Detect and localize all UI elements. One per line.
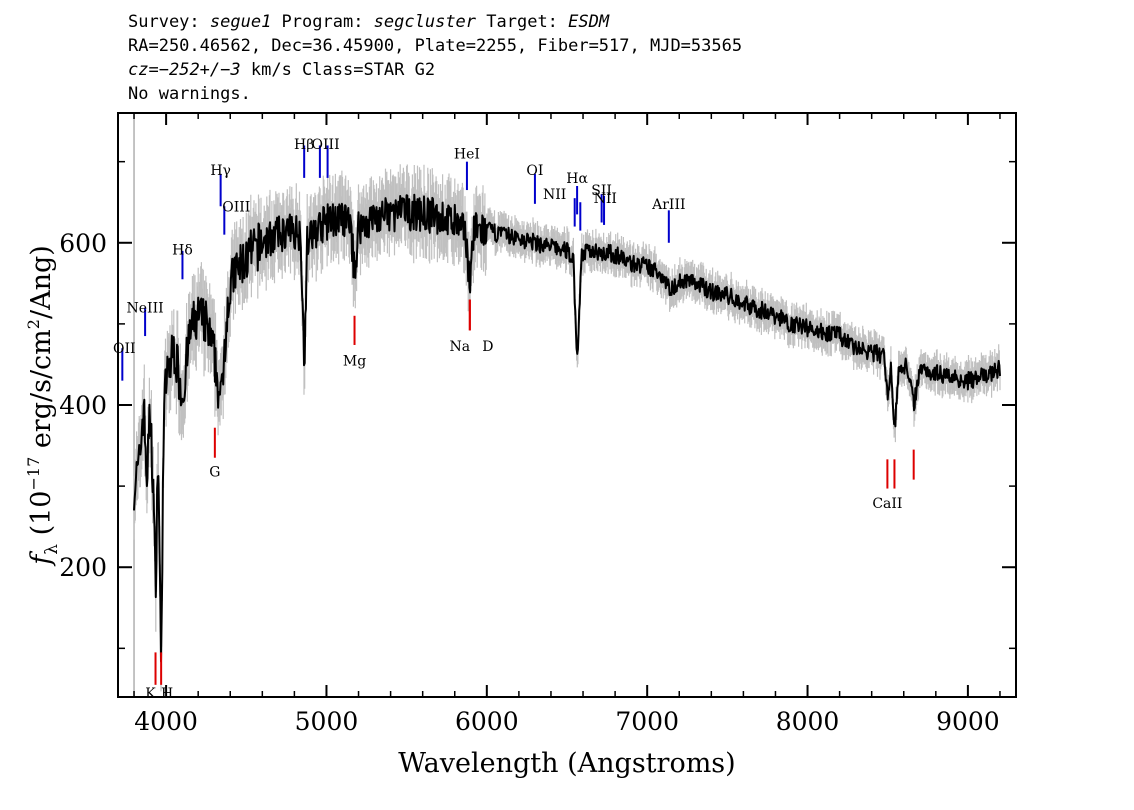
header-line-3: cz=−252+/−3 km/s Class=STAR G2 (128, 58, 742, 82)
emission-line-label: OIII (312, 137, 340, 153)
absorption-line-label: H (161, 686, 173, 702)
x-tick-label: 4000 (134, 707, 198, 736)
flux-series-line (133, 193, 1001, 663)
emission-line-label: OIII (222, 199, 250, 215)
x-tick-label: 7000 (615, 707, 679, 736)
y-tick-label: 200 (59, 553, 107, 582)
absorption-line-label: Na (450, 339, 471, 355)
emission-line-label: NII (594, 191, 617, 207)
cz-label: cz (128, 60, 149, 80)
spectrum-header: Survey: segue1 Program: segcluster Targe… (128, 10, 742, 106)
emission-line-label: NII (543, 187, 566, 203)
spectral-lines-layer: OIINeIIIHδHγOIIIHβOIIIHeIOINIIHαNIISIIAr… (113, 137, 915, 702)
y-axis-label: fλ (10−17 erg/s/cm2/Ang) (24, 245, 62, 567)
emission-line-label: OII (113, 341, 136, 357)
y-tick-label: 600 (59, 229, 107, 258)
emission-line-label: NeIII (127, 301, 164, 317)
survey-value: segue1 (209, 12, 272, 32)
error-band-layer (133, 113, 1001, 697)
x-tick-label: 9000 (936, 707, 1000, 736)
cz-equals: = (148, 60, 159, 80)
x-tick-label: 5000 (295, 707, 359, 736)
y-label-exp2: 2 (24, 319, 43, 329)
program-label: Program: (271, 12, 374, 32)
emission-line-label: Hδ (172, 242, 193, 258)
emission-line-label: ArIII (651, 197, 685, 213)
y-label-close: /Ang) (26, 245, 57, 319)
absorption-line-label: G (209, 465, 220, 481)
x-axis-label: Wavelength (Angstroms) (398, 748, 735, 779)
survey-label: Survey: (128, 12, 210, 32)
emission-line-label: Hγ (210, 163, 231, 179)
plot-frame (117, 112, 1017, 698)
cz-value: −252+/−3 (158, 60, 241, 80)
y-label-exp: −17 (24, 457, 43, 491)
cz-class-text: km/s Class=STAR G2 (240, 60, 436, 80)
y-label-lambda: λ (42, 544, 62, 555)
target-value: ESDM (568, 12, 610, 32)
absorption-line-label: D (482, 339, 493, 355)
y-label-open: (10 (26, 491, 57, 544)
absorption-line-label: CaII (872, 496, 902, 512)
y-tick-label: 400 (59, 391, 107, 420)
header-line-4: No warnings. (128, 84, 251, 104)
x-tick-label: 8000 (776, 707, 840, 736)
header-line-1: Survey: segue1 Program: segcluster Targe… (128, 10, 742, 34)
emission-line-label: HeI (454, 147, 480, 163)
x-tick-label: 6000 (455, 707, 519, 736)
axis-ticks-layer: 4000 5000 6000 7000 8000 9000 200 400 600 (59, 113, 1016, 736)
absorption-line-label: Mg (343, 353, 366, 369)
emission-line-label: OI (526, 163, 543, 179)
header-line-2: RA=250.46562, Dec=36.45900, Plate=2255, … (128, 36, 743, 56)
absorption-line-label: K (145, 686, 156, 702)
data-layer (133, 193, 1001, 663)
emission-line-label: Hβ (294, 137, 314, 153)
emission-line-label: SII (591, 183, 612, 199)
emission-line-label: Hα (566, 171, 588, 187)
target-label: Target: (476, 12, 569, 32)
y-label-mid: erg/s/cm (26, 329, 57, 457)
program-value: segcluster (373, 12, 477, 32)
